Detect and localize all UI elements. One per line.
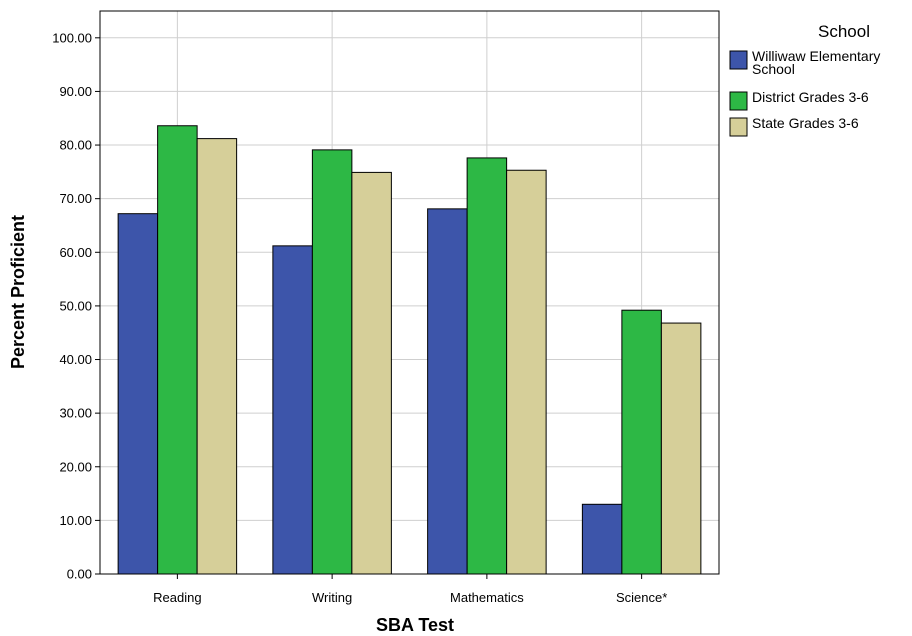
y-tick-label: 70.00: [59, 191, 92, 206]
legend-label: State Grades 3-6: [752, 115, 859, 131]
y-axis-title: Percent Proficient: [8, 215, 28, 369]
y-tick-label: 90.00: [59, 84, 92, 99]
y-tick-label: 10.00: [59, 513, 92, 528]
legend-label: Williwaw Elementary School: [752, 48, 880, 77]
bar: [351, 171, 392, 575]
legend-swatch: [729, 50, 748, 70]
bar: [427, 208, 468, 575]
bar: [311, 149, 353, 575]
y-tick-label: 50.00: [59, 298, 92, 313]
legend-swatch: [729, 91, 748, 111]
bar: [506, 169, 547, 575]
legend-title: School: [818, 22, 870, 41]
plot-frame: [99, 10, 720, 575]
legend-swatch: [729, 117, 748, 137]
bar: [157, 125, 198, 575]
x-tick-label: Reading: [153, 590, 201, 605]
bar: [272, 245, 313, 575]
x-tick-label: Science*: [616, 590, 667, 605]
bar: [196, 138, 238, 575]
y-tick-label: 0.00: [67, 567, 92, 582]
y-tick-label: 80.00: [59, 138, 92, 153]
y-tick-label: 20.00: [59, 459, 92, 474]
legend-label: District Grades 3-6: [752, 89, 869, 105]
y-axis-ticks: 0.00 10.00 20.00 30.00 40.00 50.00 60.00 70.00 8…: [52, 30, 100, 582]
x-axis-ticks: Reading Writing Mathematics Science*: [153, 574, 667, 605]
bar: [466, 157, 508, 575]
y-tick-label: 100.00: [52, 30, 92, 45]
x-axis-title: SBA Test: [376, 615, 454, 635]
y-tick-label: 40.00: [59, 352, 92, 367]
x-tick-label: Mathematics: [450, 590, 524, 605]
y-tick-label: 30.00: [59, 406, 92, 421]
x-tick-label: Writing: [312, 590, 352, 605]
bar: [117, 213, 159, 575]
bars: [117, 125, 702, 575]
bar: [660, 322, 702, 575]
y-tick-label: 60.00: [59, 245, 92, 260]
bar: [621, 309, 662, 575]
bar: [581, 503, 623, 575]
legend: School Williwaw Elementary School District…: [729, 22, 880, 137]
